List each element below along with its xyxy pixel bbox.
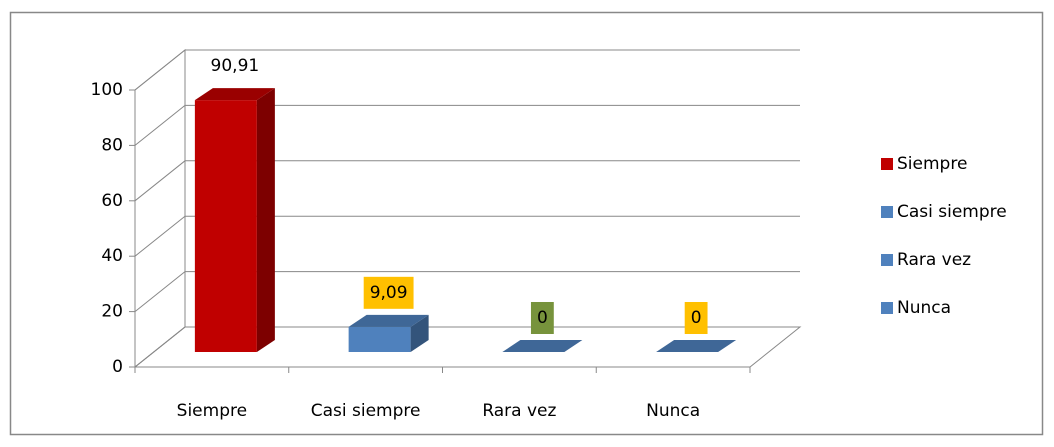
x-tick-label: Casi siempre [311, 401, 421, 421]
bar-top [194, 88, 275, 101]
x-tick-label: Nunca [646, 401, 700, 421]
value-label-bg [684, 302, 708, 334]
value-label: 9,09 [370, 283, 408, 303]
y-tick-label: 100 [91, 80, 123, 100]
bar-top [656, 340, 737, 352]
legend-swatch [881, 254, 893, 266]
grid-line [134, 271, 800, 312]
bar-side [410, 314, 429, 352]
x-tick-label: Rara vez [482, 401, 556, 421]
bar-top [502, 340, 583, 352]
bar [348, 314, 429, 352]
legend-swatch [881, 302, 893, 314]
value-label-bg [363, 276, 414, 309]
legend-label: Nunca [897, 298, 951, 318]
y-tick-label: 80 [101, 135, 123, 155]
legend-label: Rara vez [897, 250, 971, 270]
y-tick-label: 60 [101, 191, 123, 211]
value-label: 0 [537, 308, 548, 328]
grid-line [134, 326, 800, 368]
legend-label: Casi siempre [897, 202, 1007, 222]
grid-line [134, 49, 800, 91]
y-tick-label: 40 [101, 246, 123, 266]
bar-top [348, 314, 429, 327]
bar-side [256, 88, 275, 353]
legend-swatch [881, 206, 893, 218]
chart-border [9, 11, 1044, 436]
bar [656, 340, 737, 352]
bar [502, 340, 583, 352]
x-tick-label: Siempre [177, 401, 247, 421]
legend-label: Siempre [897, 154, 967, 174]
grid-line [134, 160, 800, 202]
bar [194, 88, 275, 353]
y-tick-label: 20 [101, 302, 123, 322]
legend-swatch [881, 158, 893, 170]
y-tick-label: 0 [112, 357, 123, 377]
bar-front [194, 100, 257, 353]
grid-line [134, 215, 800, 257]
bar-front [348, 326, 411, 352]
value-label: 0 [691, 308, 702, 328]
value-label: 90,91 [211, 56, 260, 76]
value-label-bg [530, 302, 554, 334]
grid-line [134, 104, 800, 146]
